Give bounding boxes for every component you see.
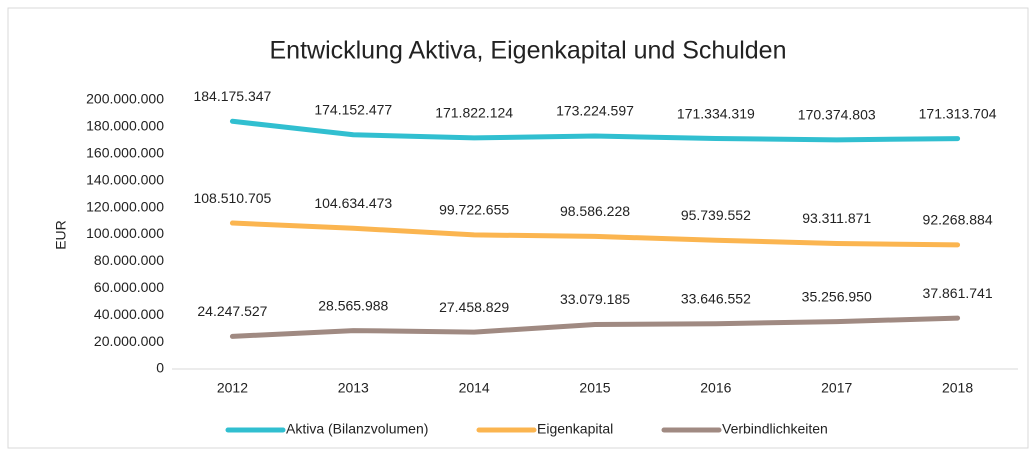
legend-label: Aktiva (Bilanzvolumen): [286, 421, 428, 437]
data-label: 93.311.871: [802, 210, 871, 226]
y-axis-label: EUR: [53, 220, 69, 250]
data-label: 33.079.185: [560, 291, 630, 307]
data-label: 33.646.552: [681, 290, 751, 306]
data-label: 104.634.473: [314, 195, 392, 211]
data-label: 174.152.477: [314, 101, 392, 117]
data-label: 171.334.319: [677, 105, 755, 121]
data-label: 37.861.741: [923, 285, 993, 301]
y-tick-label: 40.000.000: [94, 306, 164, 322]
series-line: [229, 118, 961, 143]
y-tick-label: 200.000.000: [86, 91, 164, 107]
chart-frame: [7, 7, 1029, 449]
x-tick-label: 2018: [942, 380, 973, 396]
data-label: 28.565.988: [318, 297, 388, 313]
y-tick-label: 80.000.000: [94, 252, 164, 268]
legend-label: Verbindlichkeiten: [722, 421, 828, 437]
series-line: [229, 220, 961, 248]
legend-label: Eigenkapital: [537, 421, 613, 437]
data-label: 108.510.705: [193, 190, 271, 206]
y-tick-label: 60.000.000: [94, 279, 164, 295]
data-label: 99.722.655: [439, 202, 509, 218]
series-line: [229, 315, 961, 339]
data-label: 35.256.950: [802, 288, 872, 304]
x-tick-label: 2015: [579, 380, 610, 396]
y-tick-label: 160.000.000: [86, 145, 164, 161]
y-tick-label: 120.000.000: [86, 198, 164, 214]
x-tick-label: 2012: [217, 380, 248, 396]
x-tick-label: 2016: [700, 380, 731, 396]
data-label: 27.458.829: [439, 299, 509, 315]
x-tick-label: 2017: [821, 380, 852, 396]
y-tick-label: 180.000.000: [86, 118, 164, 134]
chart-title: Entwicklung Aktiva, Eigenkapital und Sch…: [270, 37, 787, 65]
data-label: 173.224.597: [556, 103, 634, 119]
x-tick-label: 2013: [338, 380, 369, 396]
data-label: 171.822.124: [435, 105, 513, 121]
data-label: 171.313.704: [919, 105, 997, 121]
data-label: 95.739.552: [681, 207, 751, 223]
y-tick-label: 0: [156, 360, 164, 376]
data-label: 98.586.228: [560, 203, 630, 219]
data-label: 92.268.884: [923, 212, 993, 228]
data-label: 184.175.347: [193, 88, 271, 104]
data-label: 170.374.803: [798, 107, 876, 123]
x-tick-label: 2014: [459, 380, 490, 396]
y-tick-label: 100.000.000: [86, 225, 164, 241]
data-label: 24.247.527: [197, 303, 267, 319]
y-tick-label: 140.000.000: [86, 171, 164, 187]
y-tick-label: 20.000.000: [94, 333, 164, 349]
